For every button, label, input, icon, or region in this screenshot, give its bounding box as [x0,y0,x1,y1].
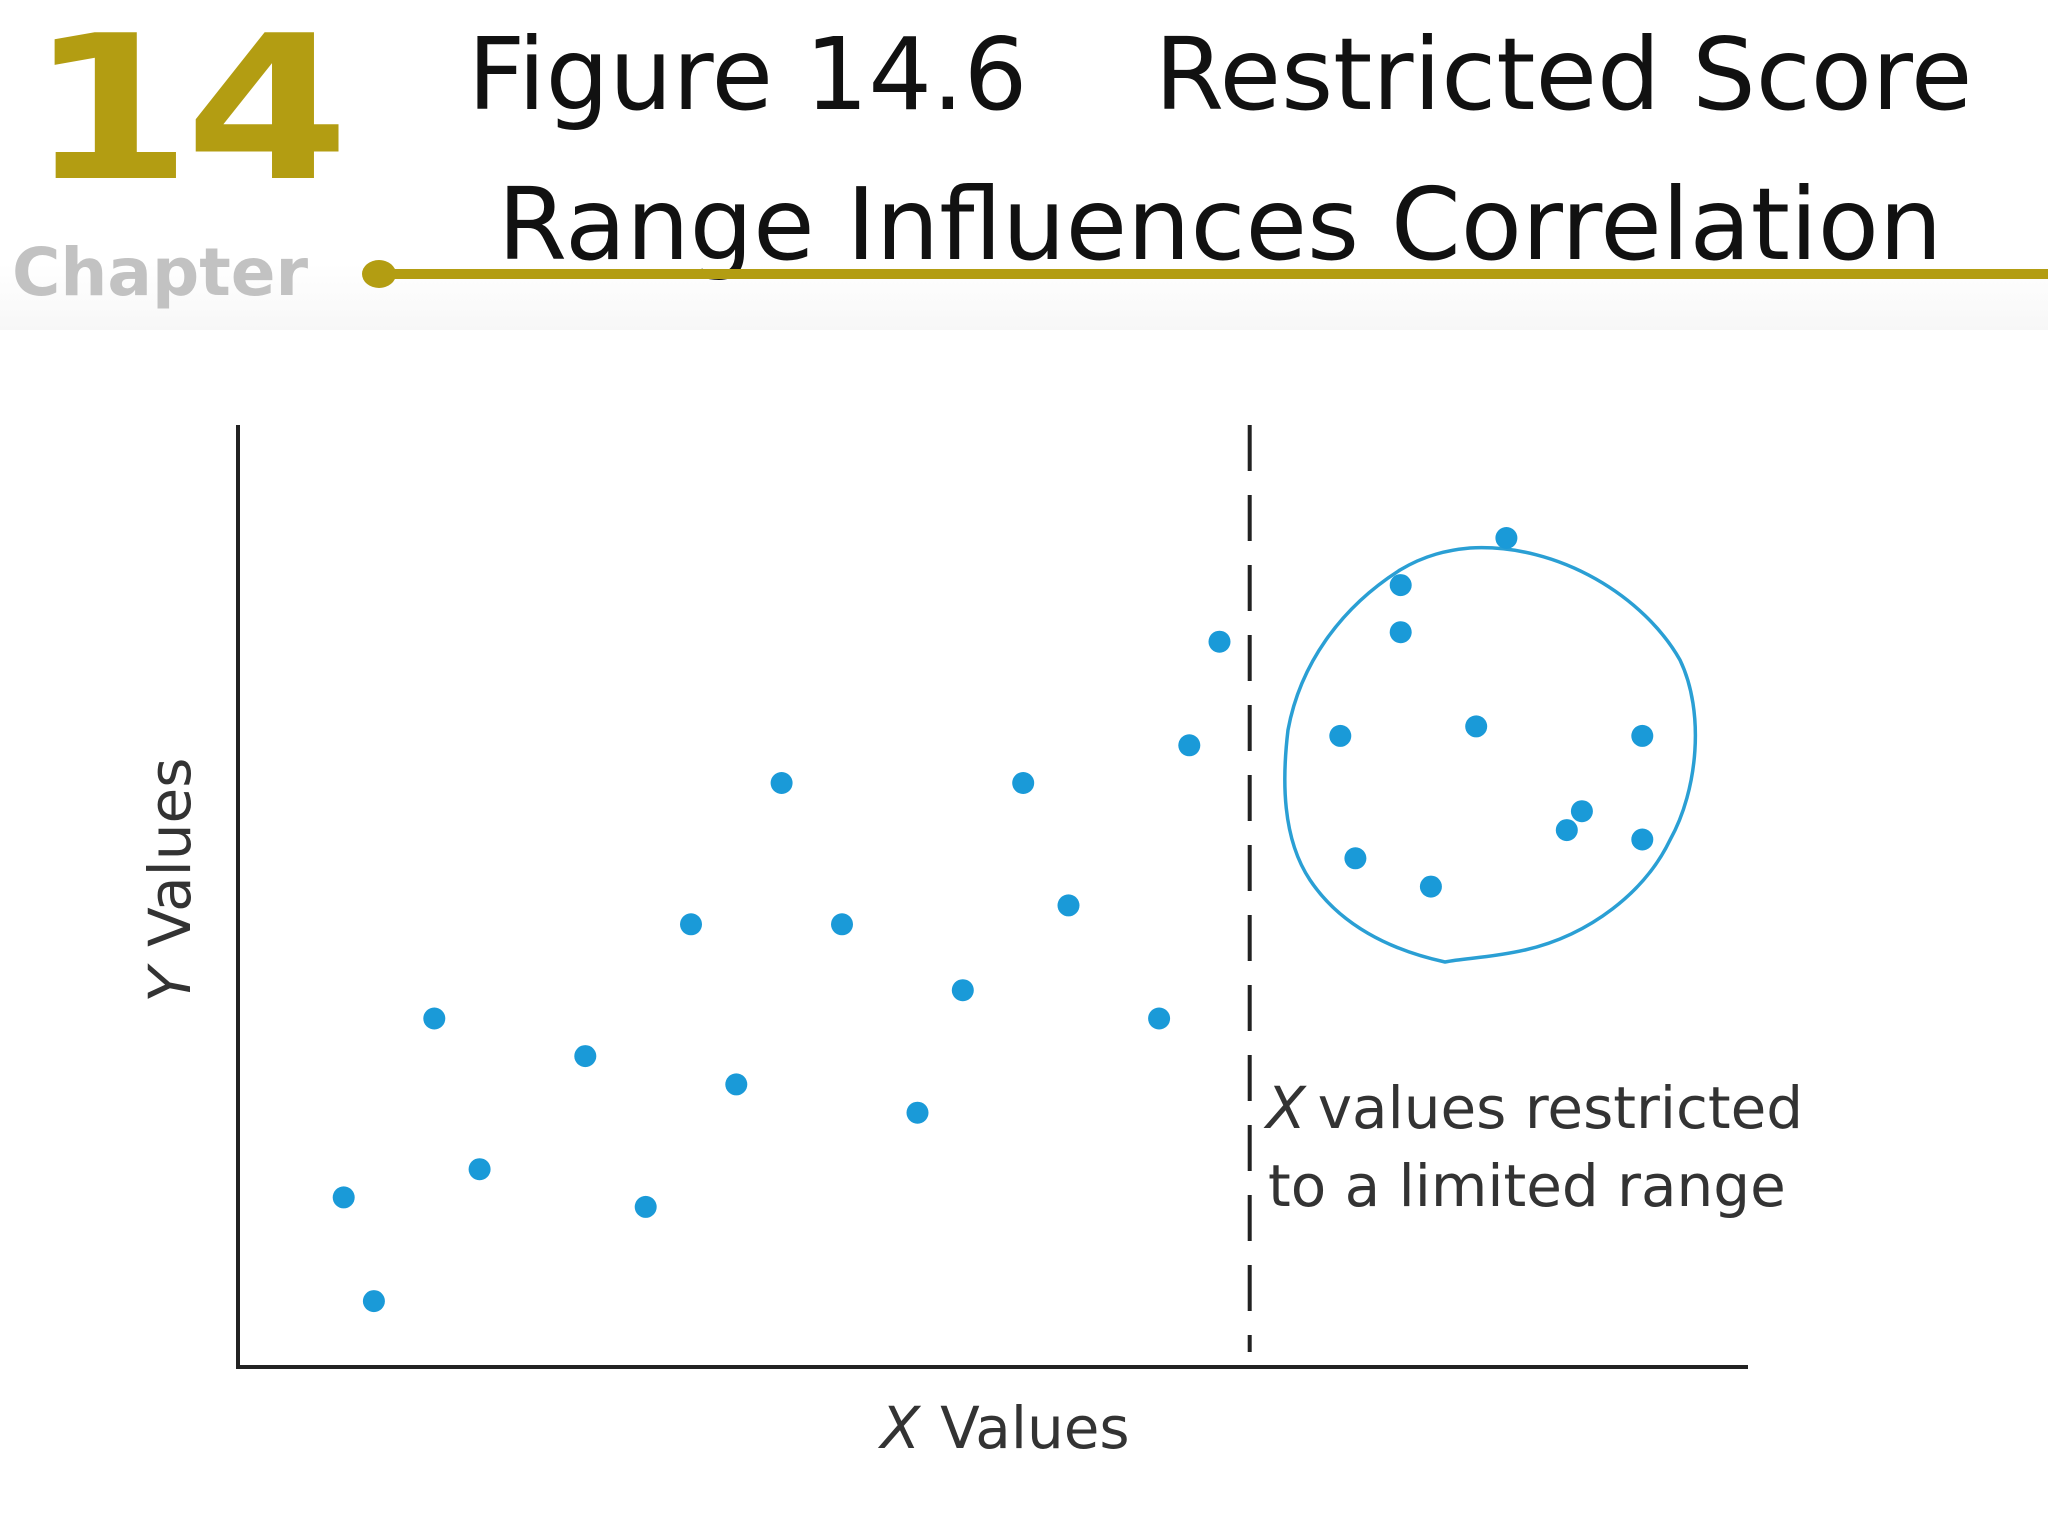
data-point-28 [1631,828,1654,851]
x-axis-label: X Values [877,1394,1129,1462]
slide-title: Figure 14.6 Restricted Score Range Influ… [400,0,2040,300]
chapter-number: 14 [28,0,349,226]
data-point-23 [1495,527,1518,549]
annotation-line-1-rest: values restricted [1318,1074,1803,1142]
data-point-7 [680,913,702,936]
chapter-label: Chapter [12,234,309,311]
data-point-10 [831,913,853,936]
y-axis-label-italic: Y [136,962,204,1002]
data-point-5 [574,1045,597,1068]
data-point-19 [1344,847,1367,870]
data-point-25 [1555,819,1578,842]
data-point-17 [1208,630,1231,653]
x-axis-label-rest: Values [940,1394,1130,1462]
data-point-27 [1631,724,1654,747]
data-point-11 [906,1101,929,1124]
data-point-8 [725,1073,748,1096]
y-axis-label: Y Values [136,758,204,1003]
data-point-15 [1148,1007,1171,1030]
data-point-24 [1570,800,1593,823]
annotation-italic: X [1263,1074,1307,1142]
data-point-14 [1057,894,1080,917]
data-points [332,527,1654,1313]
y-axis-label-rest: Values [136,758,204,948]
data-point-20 [1389,621,1412,644]
slide-header: 14 Chapter Figure 14.6 Restricted Score … [0,0,2048,330]
title-rule [380,269,2048,279]
data-point-22 [1389,574,1412,597]
data-point-21 [1465,715,1488,738]
data-point-9 [770,772,793,794]
data-point-4 [468,1158,491,1181]
restricted-range-circle [1283,545,1698,964]
data-point-12 [951,979,974,1002]
x-axis-label-italic: X [877,1394,921,1462]
annotation-line-2: to a limited range [1268,1152,1786,1220]
data-point-2 [362,1290,385,1313]
data-point-16 [1178,734,1201,757]
data-point-18 [1329,724,1352,747]
data-point-3 [423,1007,446,1030]
data-point-1 [332,1186,355,1209]
slide-title-line-2: Range Influences Correlation [497,166,1943,283]
data-point-26 [1419,875,1442,898]
data-point-13 [1012,772,1035,794]
slide-title-line-1: Figure 14.6 Restricted Score [467,16,1973,133]
data-point-6 [634,1195,657,1218]
